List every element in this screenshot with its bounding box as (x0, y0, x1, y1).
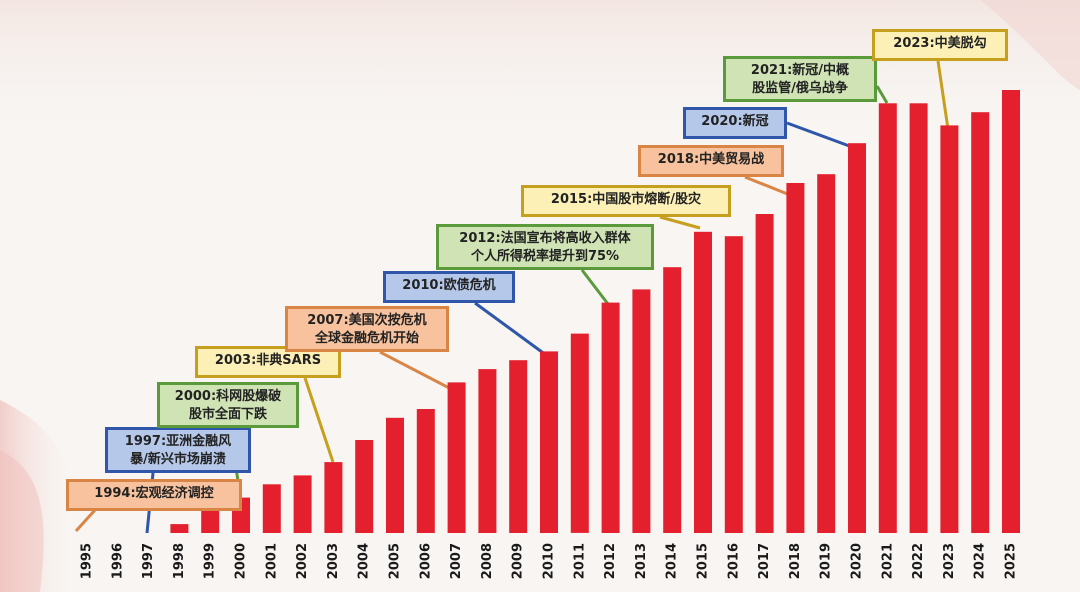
x-axis-tick-labels: 1995 1996 1997 1998 1999 2000 2001 2002 2003 2004… (80, 543, 1019, 579)
bar-2008 (478, 369, 497, 533)
bar-2001 (262, 484, 281, 533)
bar-2018 (786, 183, 805, 533)
annotation-callout-2012: 2012:法国宣布将高收入群体 个人所得税率提升到75% (436, 224, 654, 270)
tick-label-2007: 2007 (449, 543, 464, 579)
bar-series (170, 90, 1020, 534)
tick-label-1998: 1998 (172, 543, 187, 579)
tick-label-2000: 2000 (234, 543, 249, 579)
tick-label-2009: 2009 (511, 543, 526, 579)
bar-2019 (817, 174, 836, 533)
bar-2006 (416, 409, 435, 533)
connector-2018 (744, 175, 791, 197)
annotation-callout-1997: 1997:亚洲金融风 暴/新兴市场崩溃 (105, 427, 251, 473)
bar-2005 (386, 417, 404, 533)
tick-label-2018: 2018 (788, 543, 803, 579)
annotation-text: 股监管/俄乌战争 (752, 81, 848, 96)
connector-2020 (786, 121, 853, 149)
tick-label-2006: 2006 (418, 543, 433, 579)
connector-2010 (474, 301, 547, 357)
annotation-callout-2007: 2007:美国次按危机 全球金融危机开始 (285, 306, 449, 352)
bar-1999 (201, 510, 220, 533)
tick-label-2020: 2020 (850, 543, 865, 579)
bar-2012 (601, 302, 620, 533)
tick-label-1999: 1999 (203, 543, 218, 579)
tick-label-1996: 1996 (110, 543, 125, 579)
annotation-callout-2020: 2020:新冠 (683, 107, 787, 139)
tick-label-2014: 2014 (665, 543, 680, 579)
tick-label-2004: 2004 (357, 543, 372, 579)
bar-2017 (755, 214, 774, 533)
annotation-callout-2023: 2023:中美脱勾 (872, 29, 1008, 61)
tick-label-2008: 2008 (480, 543, 495, 579)
tick-label-2017: 2017 (757, 543, 772, 579)
annotation-callout-2000: 2000:科网股爆破 股市全面下跌 (157, 382, 299, 428)
bar-1998 (170, 524, 189, 533)
tick-label-2021: 2021 (880, 543, 895, 579)
connector-1995 (74, 508, 97, 533)
tick-label-2025: 2025 (1004, 543, 1019, 579)
tick-label-2024: 2024 (973, 543, 988, 579)
bar-2003 (324, 462, 343, 533)
annotation-callout-2021: 2021:新冠/中概 股监管/俄乌战争 (723, 56, 877, 102)
connector-2023 (936, 60, 950, 130)
annotation-text: 2003:非典SARS (214, 353, 322, 368)
tick-label-2002: 2002 (295, 543, 310, 579)
connector-2003 (303, 377, 335, 463)
annotation-callout-2018: 2018:中美贸易战 (638, 145, 784, 177)
annotation-text: 2010:欧债危机 (402, 278, 496, 293)
tick-label-2013: 2013 (634, 543, 649, 579)
tick-label-2010: 2010 (542, 543, 557, 579)
tick-label-1995: 1995 (80, 543, 95, 579)
bar-2020 (848, 143, 866, 533)
bar-2021 (878, 103, 897, 534)
bar-2024 (971, 112, 990, 533)
tick-label-2003: 2003 (326, 543, 341, 579)
connector-2012 (580, 269, 610, 305)
connector-2007 (379, 350, 456, 393)
annotation-text: 2021:新冠/中概 (750, 63, 850, 78)
tick-label-2016: 2016 (726, 543, 741, 579)
annotation-text: 1997:亚洲金融风 (124, 434, 232, 449)
connector-2015 (659, 215, 701, 230)
annotation-text: 2007:美国次按危机 (307, 313, 427, 328)
annotation-callout-1994: 1994:宏观经济调控 (66, 479, 242, 511)
bar-2013 (632, 289, 651, 533)
annotation-callout-2010: 2010:欧债危机 (383, 271, 515, 303)
bar-2002 (293, 475, 312, 533)
bar-2009 (509, 360, 528, 533)
tick-label-2023: 2023 (942, 543, 957, 579)
tick-label-2005: 2005 (388, 543, 403, 579)
tick-label-1997: 1997 (141, 543, 156, 579)
tick-label-2011: 2011 (572, 543, 587, 579)
bar-2015 (694, 231, 712, 534)
tick-label-2019: 2019 (819, 543, 834, 579)
bar-2025 (1002, 90, 1020, 533)
bar-2007 (447, 382, 466, 533)
annotation-text: 股市全面下跌 (188, 407, 267, 422)
tick-label-2001: 2001 (264, 543, 279, 579)
bar-2010 (540, 351, 558, 533)
annotation-callout-2015: 2015:中国股市熔断/股灾 (521, 185, 731, 217)
annotation-text: 全球金融危机开始 (314, 331, 419, 346)
bar-2004 (355, 440, 374, 533)
annotation-text: 2000:科网股爆破 (174, 389, 282, 404)
annotation-callout-2003: 2003:非典SARS (195, 346, 341, 378)
bar-2014 (663, 267, 682, 533)
annotation-text: 2015:中国股市熔断/股灾 (550, 192, 702, 207)
connector-2021 (875, 85, 889, 104)
annotation-text: 1994:宏观经济调控 (94, 486, 214, 501)
bar-2023 (940, 125, 959, 534)
tick-label-2015: 2015 (696, 543, 711, 579)
bar-2016 (724, 236, 743, 533)
annotation-text: 暴/新兴市场崩溃 (130, 452, 226, 467)
annotation-text: 2012:法国宣布将高收入群体 (459, 231, 631, 246)
annotation-text: 个人所得税率提升到75% (470, 249, 620, 264)
annotation-text: 2018:中美贸易战 (657, 152, 765, 167)
annotation-text: 2023:中美脱勾 (893, 36, 987, 51)
bar-2022 (909, 103, 928, 534)
bar-2011 (570, 333, 589, 533)
tick-label-2012: 2012 (603, 543, 618, 579)
tick-label-2022: 2022 (911, 543, 926, 579)
annotation-text: 2020:新冠 (701, 114, 769, 129)
